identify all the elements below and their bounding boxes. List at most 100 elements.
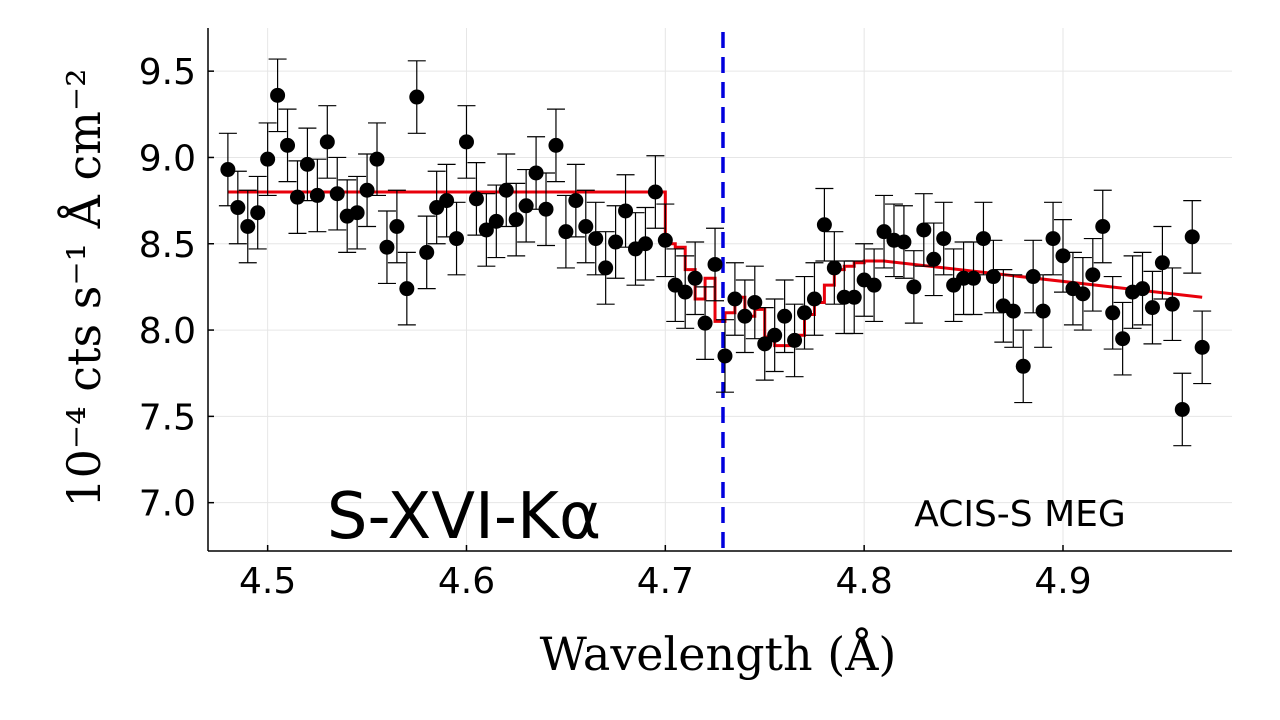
y-ticks: 7.0 7.5 8.0 8.5 9.0 9.5 [139, 52, 214, 525]
point-marker-13 [349, 205, 365, 221]
data-point-88 [1093, 189, 1112, 264]
point-marker-60 [816, 217, 832, 233]
point-marker-10 [319, 134, 335, 150]
x-tick-label-2: 4.7 [637, 561, 694, 602]
data-point-30 [517, 168, 536, 243]
data-point-90 [1113, 301, 1132, 376]
data-point-1 [228, 170, 247, 245]
point-marker-6 [280, 137, 296, 153]
data-point-56 [775, 279, 794, 354]
point-marker-34 [558, 224, 574, 240]
data-series [218, 58, 1212, 447]
data-point-81 [1024, 239, 1043, 314]
data-point-21 [427, 170, 446, 245]
data-point-66 [875, 194, 894, 269]
data-point-93 [1143, 270, 1162, 345]
data-point-48 [696, 286, 715, 361]
point-marker-59 [806, 291, 822, 307]
point-marker-1 [230, 200, 246, 216]
y-tick-label-3: 8.5 [139, 225, 196, 266]
y-tick-label-2: 8.0 [139, 311, 196, 352]
data-point-68 [894, 205, 913, 279]
point-marker-76 [975, 231, 991, 247]
data-point-96 [1173, 372, 1192, 447]
point-marker-15 [369, 151, 385, 167]
data-point-4 [258, 122, 277, 197]
data-point-13 [348, 175, 367, 250]
point-marker-36 [578, 218, 594, 234]
point-marker-80 [1015, 358, 1031, 374]
point-marker-54 [757, 336, 773, 352]
data-point-55 [765, 298, 784, 373]
data-point-52 [735, 279, 754, 354]
point-marker-72 [936, 231, 952, 247]
point-marker-19 [409, 89, 425, 105]
data-point-46 [676, 255, 695, 329]
point-marker-77 [985, 269, 1001, 285]
data-point-61 [825, 231, 844, 305]
point-marker-35 [568, 193, 584, 209]
data-point-49 [706, 227, 725, 302]
point-marker-88 [1095, 218, 1111, 234]
point-marker-92 [1135, 281, 1151, 297]
data-point-50 [715, 319, 734, 393]
point-marker-29 [508, 212, 524, 228]
data-point-80 [1014, 329, 1033, 404]
data-point-9 [308, 158, 327, 233]
data-point-23 [447, 201, 466, 276]
point-marker-84 [1055, 248, 1071, 264]
data-point-63 [845, 260, 864, 335]
point-marker-22 [439, 193, 455, 209]
data-point-75 [964, 241, 983, 316]
point-marker-79 [1005, 303, 1021, 319]
data-point-27 [487, 184, 506, 259]
data-point-42 [636, 206, 655, 281]
point-marker-23 [449, 231, 465, 247]
data-point-5 [268, 58, 287, 133]
point-marker-47 [687, 270, 703, 286]
data-point-87 [1083, 237, 1102, 312]
data-point-31 [527, 136, 546, 210]
point-marker-48 [697, 315, 713, 331]
point-marker-44 [657, 232, 673, 248]
data-point-28 [497, 153, 516, 228]
data-point-69 [904, 250, 923, 324]
data-point-24 [457, 105, 476, 179]
point-marker-43 [647, 184, 663, 200]
point-marker-90 [1115, 331, 1131, 347]
point-marker-14 [359, 182, 375, 198]
x-ticks: 4.5 4.6 4.7 4.8 4.9 [239, 545, 1092, 602]
point-marker-5 [270, 87, 286, 103]
point-marker-49 [707, 256, 723, 272]
data-point-57 [785, 303, 804, 378]
point-marker-87 [1085, 267, 1101, 283]
point-marker-33 [548, 137, 564, 153]
point-marker-57 [787, 332, 803, 348]
y-tick-label-1: 7.5 [139, 397, 196, 438]
point-marker-24 [458, 134, 474, 150]
point-marker-55 [767, 327, 783, 343]
data-point-6 [278, 108, 297, 183]
data-point-79 [1004, 274, 1023, 348]
data-point-45 [666, 248, 685, 323]
point-marker-98 [1194, 339, 1210, 355]
data-point-95 [1163, 267, 1182, 342]
data-point-59 [805, 262, 824, 336]
y-axis-title: 10⁻⁴ cts s⁻¹ Å cm⁻² [56, 68, 111, 507]
data-point-82 [1034, 274, 1053, 348]
data-point-43 [646, 155, 665, 229]
data-point-19 [407, 60, 426, 134]
point-marker-95 [1164, 296, 1180, 312]
point-marker-18 [399, 281, 415, 297]
annotation-line-name: S-XVI-Kα [327, 480, 601, 554]
point-marker-3 [250, 205, 266, 221]
point-marker-7 [289, 189, 305, 205]
point-marker-51 [727, 291, 743, 307]
data-point-22 [437, 163, 456, 238]
y-tick-label-0: 7.0 [139, 484, 196, 525]
point-marker-8 [299, 156, 315, 172]
data-point-17 [387, 189, 406, 264]
data-point-72 [934, 201, 953, 276]
point-marker-37 [588, 231, 604, 247]
data-point-29 [507, 182, 526, 257]
